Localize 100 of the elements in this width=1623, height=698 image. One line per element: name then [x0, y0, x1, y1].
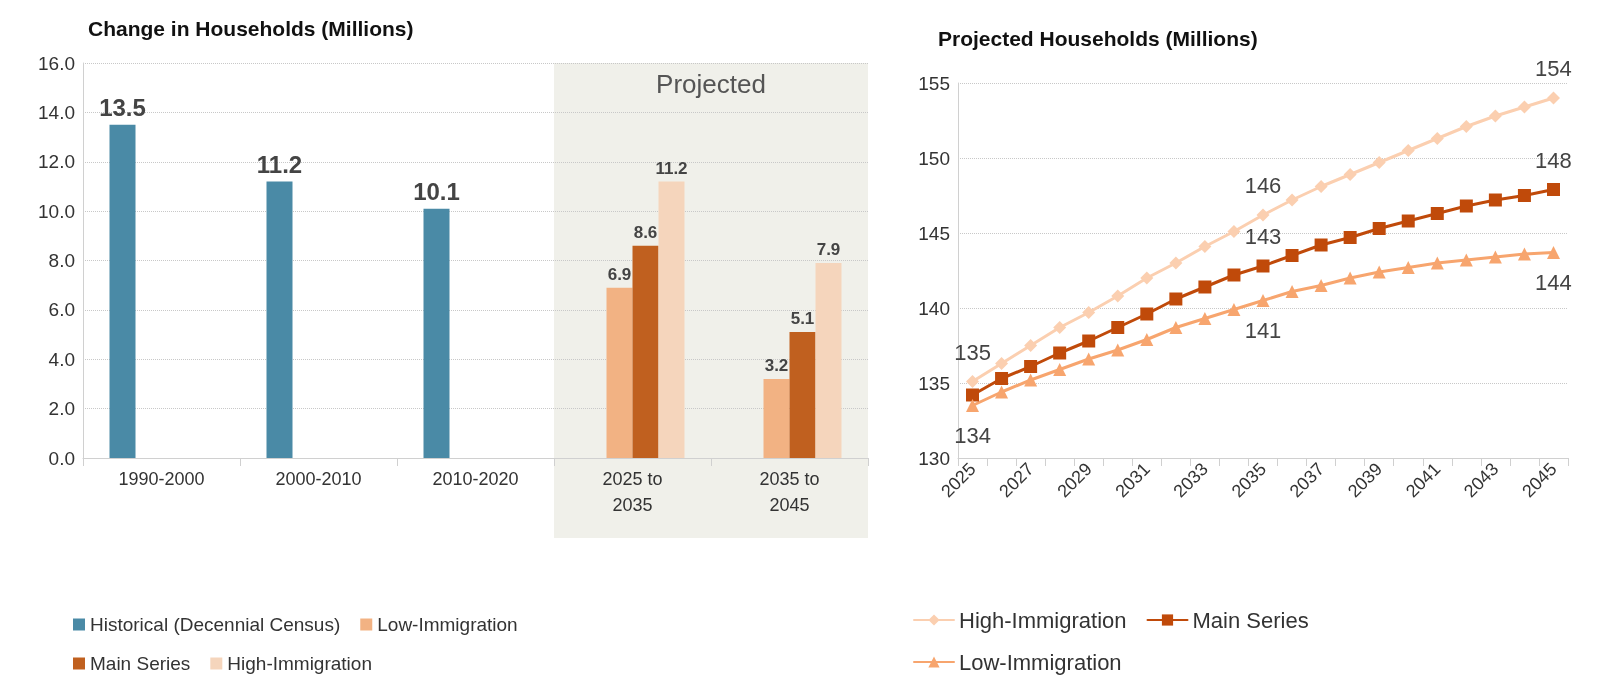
point	[1343, 271, 1357, 285]
point	[1401, 214, 1415, 228]
point	[1430, 207, 1444, 220]
legend-label: Main Series	[90, 653, 191, 674]
legend-label: Low-Immigration	[959, 649, 1122, 675]
y-tick-label: 0.0	[48, 447, 75, 469]
point	[1285, 249, 1299, 262]
data-label: 134	[954, 422, 991, 448]
y-tick-label: 8.0	[48, 250, 75, 271]
point	[995, 372, 1009, 385]
legend-label: Main Series	[1192, 607, 1309, 633]
point	[1314, 180, 1328, 193]
point	[1053, 321, 1067, 334]
data-label: 3.2	[764, 356, 789, 375]
point	[1343, 231, 1357, 244]
point	[1082, 352, 1096, 366]
point	[1314, 279, 1328, 292]
point	[1343, 168, 1357, 181]
point	[1082, 334, 1096, 348]
data-label: 5.1	[790, 309, 815, 329]
bar	[109, 124, 136, 458]
x-tick-label: 2000-2010	[275, 469, 362, 489]
point	[1198, 312, 1212, 325]
data-label: 154	[1535, 56, 1572, 81]
y-tick-label: 150	[918, 147, 950, 169]
point	[1546, 183, 1560, 196]
point	[1198, 240, 1212, 253]
x-tick-label: 2035 to 2045	[759, 469, 820, 515]
point	[1372, 156, 1386, 169]
x-tick-label: 1990-2000	[118, 469, 205, 489]
data-label: 135	[954, 339, 991, 365]
data-label: 13.5	[99, 94, 146, 122]
point	[1401, 144, 1415, 157]
bar	[423, 208, 450, 458]
point	[1459, 120, 1473, 133]
point	[1546, 91, 1560, 105]
point	[1227, 268, 1241, 282]
y-tick-label: 10.0	[38, 200, 75, 222]
point	[1111, 321, 1125, 334]
legend-label: Historical (Decennial Census)	[90, 614, 341, 635]
point	[1111, 343, 1125, 357]
point	[1256, 259, 1270, 273]
y-tick-label: 145	[918, 222, 950, 244]
data-label: 11.2	[256, 151, 303, 178]
bar	[763, 379, 790, 458]
point	[1169, 256, 1183, 270]
bar	[815, 262, 842, 458]
point	[1227, 225, 1241, 238]
point	[1430, 132, 1444, 145]
data-label: 11.2	[655, 158, 688, 178]
point	[1227, 303, 1241, 316]
band-label: Projected	[656, 69, 766, 99]
point	[1517, 100, 1531, 114]
point	[1140, 307, 1154, 321]
point	[1401, 261, 1415, 274]
point	[966, 375, 980, 388]
point	[1140, 333, 1154, 346]
point	[995, 357, 1009, 370]
data-label: 148	[1535, 147, 1572, 173]
point	[1488, 250, 1502, 264]
y-tick-label: 2.0	[48, 398, 75, 420]
y-tick-label: 155	[918, 72, 950, 94]
data-label: 10.1	[413, 178, 460, 206]
data-label: 6.9	[607, 264, 632, 284]
point	[1198, 280, 1212, 294]
x-tick-label: 2010-2020	[432, 469, 519, 489]
data-label: 7.9	[816, 239, 841, 259]
point	[995, 385, 1009, 399]
point	[1372, 222, 1386, 235]
y-tick-label: 135	[918, 372, 950, 394]
point	[1024, 339, 1038, 352]
y-tick-label: 130	[918, 447, 950, 469]
point	[1256, 294, 1270, 307]
point	[1517, 247, 1531, 261]
legend-label: High-Immigration	[959, 607, 1127, 633]
legend-label: Low-Immigration	[377, 614, 518, 635]
chart-title: Projected Households (Millions)	[938, 27, 1258, 50]
point	[1024, 373, 1038, 387]
point	[1372, 265, 1386, 279]
y-tick-label: 16.0	[38, 52, 75, 74]
chart-title: Change in Households (Millions)	[88, 17, 414, 40]
bar	[632, 245, 659, 458]
point	[1111, 289, 1125, 303]
point	[1459, 199, 1473, 213]
point	[1256, 208, 1270, 222]
point	[1488, 109, 1502, 123]
y-tick-label: 6.0	[48, 299, 75, 321]
point	[1024, 360, 1038, 373]
point	[1053, 346, 1067, 360]
y-tick-label: 140	[918, 297, 950, 319]
bar	[606, 287, 633, 458]
y-tick-label: 12.0	[38, 151, 75, 173]
data-label: 146	[1244, 173, 1282, 198]
point	[1314, 238, 1328, 252]
legend-label: High-Immigration	[227, 653, 372, 674]
y-tick-label: 14.0	[38, 101, 75, 123]
x-tick-label: 2025 to 2035	[602, 469, 663, 515]
data-label: 143	[1244, 224, 1282, 249]
point	[1169, 321, 1183, 334]
bar	[658, 181, 685, 458]
